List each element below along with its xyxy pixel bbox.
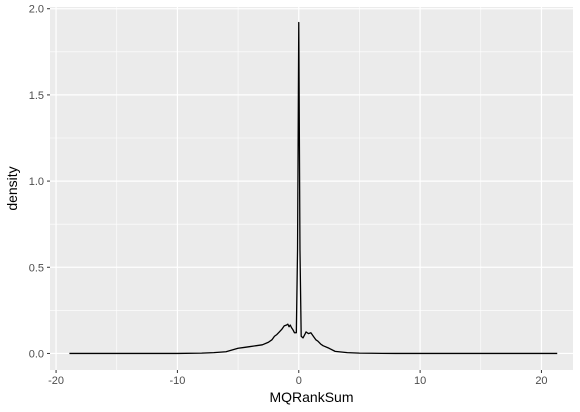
y-axis: 0.0 0.5 1.0 1.5 2.0 [29,4,50,360]
plot-panel [50,7,573,370]
grid-minor [50,7,573,370]
x-axis-title: MQRankSum [269,389,353,405]
y-axis-title: density [4,166,20,210]
x-tick-label: 0 [296,375,302,387]
x-tick-label: -20 [48,375,64,387]
x-axis: -20 -10 0 10 20 [48,370,548,387]
density-line [69,21,558,355]
x-tick-label: 10 [414,375,426,387]
y-tick-label: 0.0 [29,348,44,360]
x-tick-label: -10 [169,375,185,387]
y-tick-label: 0.5 [29,262,44,274]
y-tick-label: 2.0 [29,4,44,16]
y-tick-label: 1.5 [29,90,44,102]
x-tick-label: 20 [535,375,547,387]
y-tick-label: 1.0 [29,176,44,188]
